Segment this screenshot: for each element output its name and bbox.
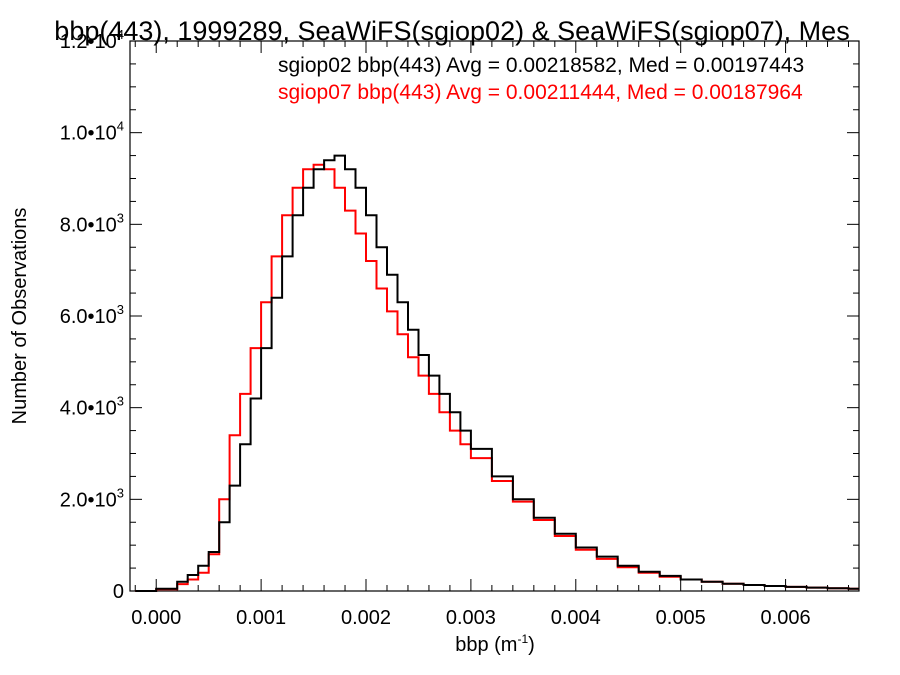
x-tick-label: 0.005 xyxy=(656,607,706,629)
series-group xyxy=(135,154,859,592)
y-tick-label: 1.0•104 xyxy=(60,119,124,145)
y-tick-label: 4.0•103 xyxy=(60,394,124,420)
x-tick-label: 0.001 xyxy=(236,607,286,629)
axis-tick-labels: 0.000 0.001 0.002 0.003 0.004 0.005 0.006 0 2.0•… xyxy=(60,27,811,629)
x-tick-label: 0.000 xyxy=(131,607,181,629)
legend-entry-sgiop07: sgiop07 bbp(443) Avg = 0.00211444, Med =… xyxy=(278,81,803,104)
y-tick-label: 1.2•104 xyxy=(60,27,124,53)
legend-entry-sgiop02: sgiop02 bbp(443) Avg = 0.00218582, Med =… xyxy=(278,54,804,77)
y-tick-label: 6.0•103 xyxy=(60,302,124,328)
x-tick-label: 0.003 xyxy=(446,607,496,629)
series-line-sgiop07 xyxy=(135,163,859,592)
y-tick-label: 0 xyxy=(113,581,124,603)
y-tick-label: 8.0•103 xyxy=(60,210,124,236)
y-tick-label: 2.0•103 xyxy=(60,485,124,511)
x-tick-label: 0.002 xyxy=(341,607,391,629)
axis-ticks xyxy=(130,40,859,592)
series-line-sgiop02 xyxy=(135,154,859,592)
x-axis-label: bbp (m-1) xyxy=(455,632,535,656)
x-tick-label: 0.004 xyxy=(551,607,601,629)
plot-frame xyxy=(129,40,860,592)
x-tick-label: 0.006 xyxy=(761,607,811,629)
y-axis-label: Number of Observations xyxy=(9,208,31,425)
